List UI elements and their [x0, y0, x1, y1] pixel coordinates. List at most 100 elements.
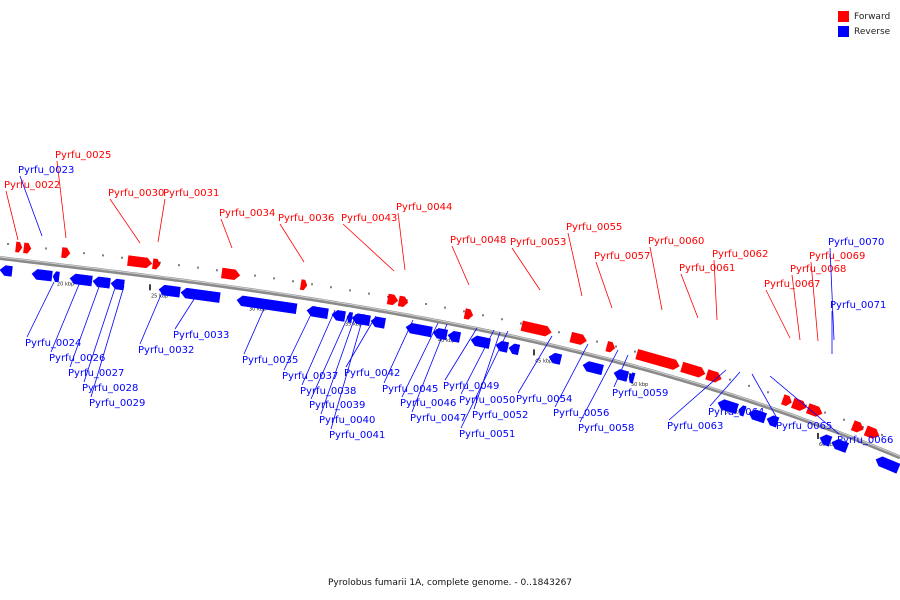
gene-label-reverse: Pyrfu_0037	[282, 371, 338, 382]
gene-reverse	[69, 273, 93, 287]
gene-label-forward: Pyrfu_0022	[4, 180, 60, 191]
leader-line	[473, 331, 501, 410]
gene-forward	[850, 420, 864, 433]
gene-reverse	[717, 399, 739, 415]
gene-reverse	[432, 328, 448, 341]
gene-reverse	[180, 287, 221, 303]
leader-line	[751, 373, 779, 421]
gene-label-reverse: Pyrfu_0024	[25, 338, 81, 349]
gene-label-reverse: Pyrfu_0026	[49, 353, 105, 364]
scale-label: 40 kbp	[438, 338, 455, 344]
reverse-swatch	[838, 26, 849, 37]
legend-forward: Forward	[838, 9, 898, 24]
gene-forward	[790, 397, 807, 411]
gene-reverse	[331, 310, 346, 322]
gene-label-reverse: Pyrfu_0056	[553, 408, 609, 419]
leader-line	[444, 327, 478, 381]
gene-reverse	[92, 276, 111, 289]
leader-line	[320, 313, 357, 415]
scale-label: 20 kbp	[57, 282, 74, 288]
leader-line	[451, 245, 470, 286]
gene-forward	[23, 242, 32, 254]
leader-line	[139, 289, 164, 345]
gene-label-reverse: Pyrfu_0028	[82, 383, 138, 394]
gene-label-reverse: Pyrfu_0032	[138, 345, 194, 356]
legend-reverse-label: Reverse	[854, 26, 891, 37]
leader-line	[554, 343, 589, 408]
gene-forward	[605, 341, 616, 353]
genome-caption: Pyrolobus fumarii 1A, complete genome. -…	[327, 578, 573, 588]
leader-line	[301, 309, 336, 386]
scale-label: 50 kbp	[631, 382, 648, 388]
gene-label-forward: Pyrfu_0062	[712, 249, 768, 260]
gene-reverse	[31, 269, 53, 282]
gene-label-reverse: Pyrfu_0065	[776, 421, 832, 432]
leader-line	[174, 292, 199, 330]
gene-reverse	[110, 278, 125, 291]
gene-label-forward: Pyrfu_0044	[396, 202, 452, 213]
gene-label-reverse: Pyrfu_0049	[443, 381, 499, 392]
gene-forward	[680, 361, 706, 378]
gene-label-forward: Pyrfu_0067	[764, 279, 820, 290]
leader-line	[680, 273, 699, 319]
gene-label-forward: Pyrfu_0061	[679, 263, 735, 274]
gene-label-forward: Pyrfu_0036	[278, 213, 334, 224]
leader-line	[567, 232, 583, 297]
gene-label-reverse: Pyrfu_0027	[68, 368, 124, 379]
legend: Forward Reverse	[838, 9, 898, 39]
gene-features	[0, 241, 900, 474]
leader-line	[649, 246, 663, 311]
leader-line	[56, 160, 67, 239]
gene-forward	[152, 258, 161, 270]
leader-line	[5, 190, 19, 241]
gene-forward	[299, 279, 308, 291]
gene-label-reverse: Pyrfu_0054	[516, 394, 572, 405]
gene-reverse	[766, 415, 780, 428]
gene-label-reverse: Pyrfu_0058	[578, 423, 634, 434]
gene-label-reverse: Pyrfu_0066	[837, 435, 893, 446]
gene-reverse	[158, 284, 181, 298]
leader-line	[397, 212, 406, 271]
leader-line	[243, 303, 267, 355]
leader-line	[613, 354, 629, 388]
gene-label-forward: Pyrfu_0034	[219, 208, 275, 219]
gene-label-forward: Pyrfu_0025	[55, 150, 111, 161]
leader-line	[713, 259, 718, 321]
leader-line	[345, 315, 377, 368]
gene-label-reverse: Pyrfu_0052	[472, 410, 528, 421]
gene-reverse	[351, 313, 371, 326]
leader-line	[511, 247, 541, 291]
leader-line	[765, 289, 791, 339]
gene-label-reverse: Pyrfu_0042	[344, 368, 400, 379]
leader-line	[791, 274, 801, 341]
gene-forward	[463, 308, 474, 320]
gene-forward	[635, 349, 680, 370]
legend-reverse: Reverse	[838, 24, 898, 39]
gene-forward	[569, 331, 587, 345]
leader-line	[220, 218, 233, 249]
leader-line	[19, 175, 43, 237]
gene-reverse	[738, 405, 747, 417]
gene-label-forward: Pyrfu_0053	[510, 237, 566, 248]
leader-line	[595, 261, 613, 309]
gene-label-forward: Pyrfu_0043	[341, 213, 397, 224]
gene-label-forward: Pyrfu_0030	[108, 188, 164, 199]
gene-label-reverse: Pyrfu_0041	[329, 430, 385, 441]
gene-reverse	[236, 295, 298, 315]
gene-label-forward: Pyrfu_0055	[566, 222, 622, 233]
gene-forward	[15, 241, 23, 253]
gene-label-reverse: Pyrfu_0059	[612, 388, 668, 399]
gene-reverse	[508, 343, 521, 356]
gene-label-reverse: Pyrfu_0033	[173, 330, 229, 341]
gene-forward	[805, 403, 823, 417]
leader-line	[310, 311, 351, 400]
gene-label-reverse: Pyrfu_0045	[382, 384, 438, 395]
gene-reverse	[831, 439, 850, 453]
gene-reverse	[447, 330, 462, 343]
leader-line	[709, 371, 741, 407]
leader-line	[109, 198, 141, 244]
leader-line	[383, 319, 414, 384]
forward-swatch	[838, 11, 849, 22]
gene-label-reverse: Pyrfu_0040	[319, 415, 375, 426]
leader-line	[579, 349, 619, 423]
